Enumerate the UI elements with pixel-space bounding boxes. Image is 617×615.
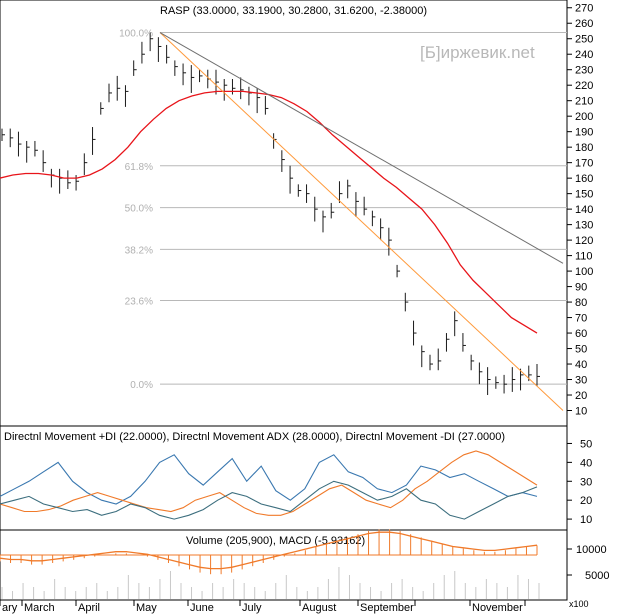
month-tick-label: September xyxy=(360,602,414,614)
y-tick-label: 240 xyxy=(575,49,593,61)
dmi-series-adx xyxy=(0,450,538,516)
dmi-tick-label: 40 xyxy=(580,457,592,469)
dmi-series-di xyxy=(0,454,538,505)
month-tick-label: June xyxy=(190,602,214,614)
y-tick-label: 260 xyxy=(575,18,593,30)
month-axis: ary March April May June July August September N… xyxy=(0,600,526,614)
volume-tick-label: 10000 xyxy=(576,544,607,556)
y-tick-label: 80 xyxy=(575,297,587,309)
y-tick-label: 70 xyxy=(575,313,587,325)
y-tick-label: 20 xyxy=(575,390,587,402)
y-tick-label: 10 xyxy=(575,406,587,418)
y-tick-label: 120 xyxy=(575,235,593,247)
volume-macd-bars xyxy=(0,529,540,599)
trend-lines xyxy=(159,32,564,411)
fib-label: 50.0% xyxy=(125,204,153,215)
y-tick-label: 210 xyxy=(575,96,593,108)
y-tick-label: 270 xyxy=(575,3,593,15)
y-tick-label: 140 xyxy=(575,204,593,216)
y-tick-label: 90 xyxy=(575,282,587,294)
month-tick-label: July xyxy=(242,602,262,614)
price-y-axis: 10 20 30 40 50 60 70 80 90 100 110 120 130 140 150 160 1… xyxy=(567,3,593,418)
y-tick-label: 150 xyxy=(575,189,593,201)
dmi-tick-label: 20 xyxy=(580,495,592,507)
y-tick-label: 200 xyxy=(575,111,593,123)
y-tick-label: 100 xyxy=(575,266,593,278)
y-tick-label: 230 xyxy=(575,65,593,77)
month-tick-label: April xyxy=(78,602,100,614)
fib-label: 23.6% xyxy=(125,297,153,308)
volume-macd-title: Volume (205,900), MACD (-5.93162) xyxy=(186,535,365,547)
y-tick-label: 40 xyxy=(575,359,587,371)
volume-unit-label: x100 xyxy=(569,599,589,609)
dmi-tick-label: 50 xyxy=(580,438,592,450)
fib-label: 100.0% xyxy=(119,29,153,40)
dmi-y-axis: 10 20 30 40 50 xyxy=(567,438,592,526)
fib-label: 61.8% xyxy=(125,162,153,173)
volume-y-axis: 10000 5000 xyxy=(567,544,609,582)
dmi-title: Directnl Movement +DI (22.0000), Directn… xyxy=(4,431,505,443)
fibonacci-levels: 100.0% 61.8% 50.0% 38.2% 23.6% 0.0% xyxy=(119,29,567,391)
month-tick-label: ary xyxy=(2,602,18,614)
y-tick-label: 250 xyxy=(575,34,593,46)
macd-signal-line xyxy=(0,531,538,570)
month-tick-label: March xyxy=(24,602,55,614)
volume-macd-panel xyxy=(0,529,568,601)
dmi-lines xyxy=(0,450,538,520)
price-panel xyxy=(0,0,568,427)
fib-label: 38.2% xyxy=(125,245,153,256)
month-tick-label: November xyxy=(472,602,523,614)
y-tick-label: 170 xyxy=(575,158,593,170)
watermark: [Б]иржевик.net xyxy=(420,43,535,62)
volume-tick-label: 5000 xyxy=(585,570,609,582)
dmi-tick-label: 30 xyxy=(580,476,592,488)
y-tick-label: 30 xyxy=(575,375,587,387)
month-tick-label: August xyxy=(302,602,336,614)
trend-line-orange xyxy=(159,32,564,411)
y-tick-label: 110 xyxy=(575,251,593,263)
dmi-tick-label: 10 xyxy=(580,514,592,526)
y-tick-label: 60 xyxy=(575,328,587,340)
dmi-series-di xyxy=(0,480,538,520)
y-tick-label: 130 xyxy=(575,220,593,232)
price-title: RASP (33.0000, 33.1900, 30.2800, 31.6200… xyxy=(160,5,427,17)
y-tick-label: 160 xyxy=(575,173,593,185)
y-tick-label: 180 xyxy=(575,142,593,154)
month-tick-label: May xyxy=(136,602,157,614)
y-tick-label: 220 xyxy=(575,80,593,92)
y-tick-label: 50 xyxy=(575,344,587,356)
trend-line-gray xyxy=(159,32,564,264)
fib-label: 0.0% xyxy=(130,380,153,391)
y-tick-label: 190 xyxy=(575,127,593,139)
